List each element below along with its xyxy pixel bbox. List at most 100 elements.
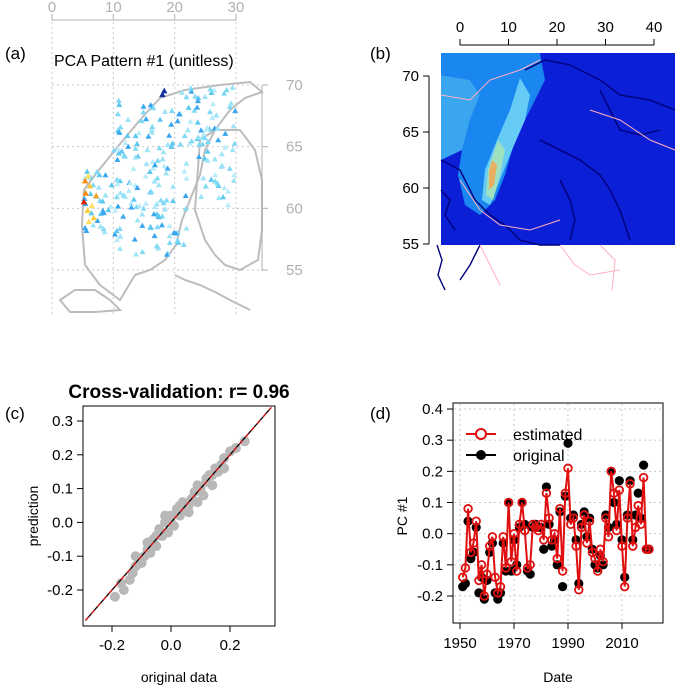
pattern-point — [151, 161, 158, 168]
pattern-point — [196, 141, 203, 147]
pattern-point — [154, 211, 161, 217]
pattern-point — [113, 176, 120, 182]
pattern-point — [142, 173, 149, 179]
panel-b-y-tick-label: 70 — [402, 68, 419, 85]
pattern-point — [114, 180, 121, 187]
panel-d-estimated-point — [512, 566, 522, 576]
panel-d-original-point — [609, 497, 619, 508]
pattern-point — [133, 203, 140, 210]
panel-d-estimated-point — [479, 591, 489, 601]
pattern-point — [198, 127, 205, 133]
pattern-point — [125, 116, 132, 123]
pattern-point — [225, 188, 232, 194]
pattern-point-low — [159, 91, 166, 98]
panel-d-estimated-point — [460, 563, 471, 573]
pattern-point — [154, 224, 161, 230]
pattern-point — [209, 114, 216, 121]
pattern-point-high — [86, 182, 94, 189]
pattern-point — [90, 182, 97, 188]
panel-d-original-point — [522, 566, 533, 576]
pattern-point — [86, 183, 93, 189]
pattern-point — [125, 187, 132, 193]
panel-c-y-tick-label: -0.2 — [47, 582, 73, 599]
pattern-point — [163, 251, 170, 257]
pattern-point — [229, 146, 236, 153]
panel-d-estimated-point — [590, 553, 600, 564]
pattern-point — [128, 200, 135, 206]
panel-d-estimated-point — [476, 560, 487, 570]
panel-d-original-point — [612, 519, 622, 529]
pattern-point — [132, 154, 139, 160]
panel-d-original-point — [460, 578, 470, 589]
pattern-point — [188, 88, 195, 94]
pattern-point — [229, 84, 236, 90]
pattern-point — [211, 156, 218, 162]
panel-d-estimated-point — [636, 519, 646, 530]
pattern-point — [115, 97, 122, 103]
panel-b-light-region — [482, 78, 530, 205]
panel-c-identity-line — [84, 407, 272, 621]
pattern-point — [130, 165, 137, 172]
panel-d-original-point — [463, 516, 473, 526]
panel-b-x-tick-label: 10 — [500, 19, 517, 36]
pattern-point — [174, 229, 181, 236]
panel-d-estimated-point — [609, 488, 619, 498]
panel-d-estimated-point — [595, 544, 606, 554]
pattern-point — [199, 140, 206, 147]
panel-d-x-tick-label: 1950 — [443, 635, 476, 652]
pattern-point — [194, 104, 201, 110]
panel-b-x-tick-label: 0 — [456, 19, 464, 36]
panel-c-title: Cross-validation: r= 0.96 — [68, 382, 289, 403]
pattern-point — [95, 184, 102, 190]
panel-d-estimated-point — [622, 513, 633, 523]
pattern-point — [132, 132, 139, 139]
panel-c-ylabel: prediction — [25, 486, 41, 547]
panel-c-point — [168, 520, 179, 531]
panel-label-a: (a) — [5, 44, 26, 63]
pattern-point — [188, 138, 195, 144]
pattern-point — [114, 111, 121, 117]
panel-c-fit-line — [84, 407, 272, 621]
panel-label-c: (c) — [5, 404, 25, 423]
panel-d-original-point — [512, 560, 522, 570]
panel-c-y-tick-label: 0.2 — [52, 447, 73, 464]
panel-d-original-point — [590, 560, 600, 570]
pattern-point — [144, 146, 151, 153]
pattern-point — [169, 140, 176, 146]
pattern-point — [149, 103, 156, 110]
pattern-point — [207, 108, 214, 115]
pattern-point — [143, 116, 150, 122]
panel-a-y-tick-label: 70 — [286, 77, 303, 94]
pattern-point — [87, 190, 94, 196]
panel-d-estimated-point — [506, 557, 516, 567]
pattern-point — [147, 102, 154, 108]
pattern-point — [151, 204, 158, 210]
pattern-point — [88, 210, 95, 216]
pattern-point — [97, 223, 104, 229]
panel-c-point — [207, 470, 218, 481]
pattern-point — [184, 127, 191, 133]
pattern-point — [218, 163, 225, 169]
panel-d-xlabel: Date — [543, 669, 573, 685]
panel-d-original-point — [517, 497, 527, 508]
panel-d-estimated-point — [587, 547, 597, 558]
panel-d-y-tick-label: -0.2 — [417, 588, 443, 605]
pattern-point-high — [81, 177, 89, 184]
panel-d-original-point — [644, 544, 654, 554]
pattern-point — [231, 140, 238, 146]
pattern-point — [96, 171, 103, 178]
panel-d-y-tick-label: 0.3 — [422, 432, 443, 449]
pattern-point — [175, 239, 182, 245]
panel-d-original-point — [531, 519, 541, 529]
pattern-point — [228, 100, 235, 106]
pattern-point — [220, 194, 227, 200]
pattern-point — [194, 97, 201, 104]
panel-d-estimated-point — [539, 535, 549, 545]
pattern-point-high — [80, 198, 88, 205]
panel-c-point — [127, 568, 138, 579]
pattern-point — [114, 156, 121, 163]
pattern-point — [163, 197, 170, 203]
pattern-point — [200, 175, 207, 181]
pattern-point — [96, 197, 103, 204]
panel-c-point — [136, 557, 147, 568]
